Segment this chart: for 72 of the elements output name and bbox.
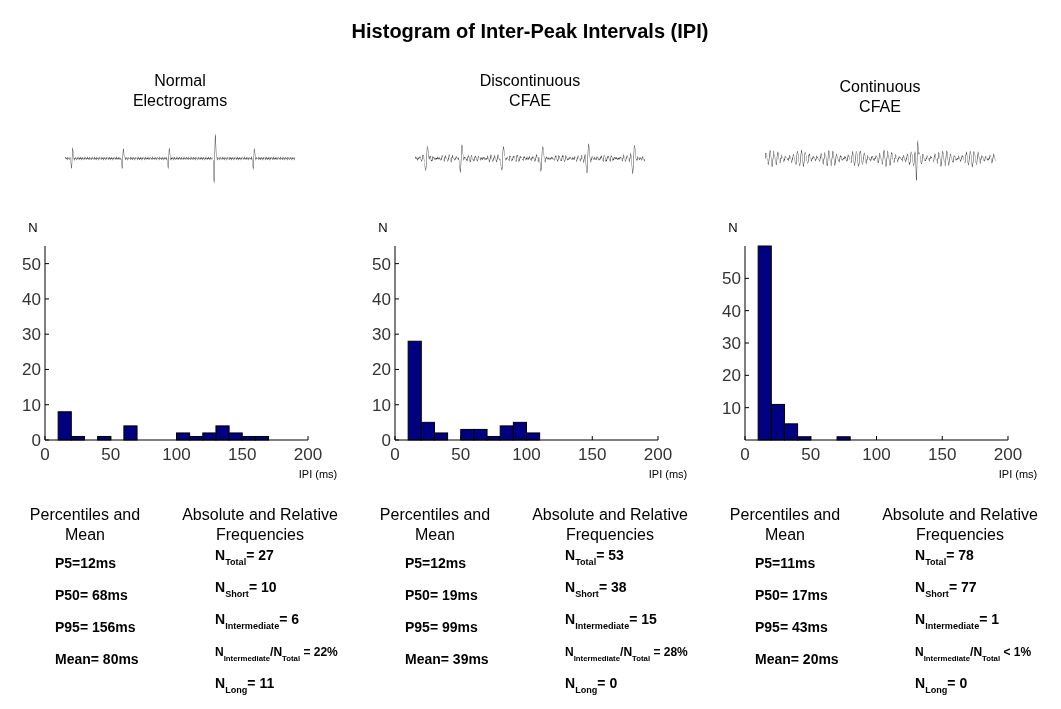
x-tick-label: 150 xyxy=(578,445,607,464)
text: Histogram of Inter-Peak Intervals (IPI) xyxy=(351,20,709,42)
x-tick-label: 50 xyxy=(801,445,821,464)
y-tick-label: 20 xyxy=(22,360,41,380)
x-tick-label: 200 xyxy=(643,445,673,464)
text: P95= 156ms xyxy=(55,619,136,635)
y-tick-label: 50 xyxy=(22,254,41,274)
text: N$_{Long}$= 11 xyxy=(215,675,275,695)
y-tick-label: 50 xyxy=(372,254,391,274)
x-tick-label: 100 xyxy=(862,445,891,464)
chart-title: Normal Electrograms xyxy=(132,72,228,109)
text: N$_{Intermediate}$/N$_{Total}$ = 28% xyxy=(565,645,689,663)
y-axis-title: N xyxy=(28,220,38,235)
text: N$_{Intermediate}$= 15 xyxy=(565,611,658,631)
text: Mean= 80ms xyxy=(55,651,139,667)
y-tick-label: 0 xyxy=(381,431,391,450)
x-axis-title: IPI (ms) xyxy=(998,468,1038,480)
text: N$_{Short}$= 38 xyxy=(565,579,627,599)
text: N$_{Intermediate}$/N$_{Total}$ = 22% xyxy=(215,645,339,663)
text: N$_{Short}$= 77 xyxy=(915,579,977,599)
x-tick-label: 200 xyxy=(993,445,1023,464)
text: P95= 43ms xyxy=(755,619,828,635)
text: P5=12ms xyxy=(55,555,117,571)
text: N$_{Intermediate}$= 6 xyxy=(215,611,300,631)
text: N$_{Long}$= 0 xyxy=(565,675,618,695)
x-tick-label: 100 xyxy=(512,445,541,464)
text: N$_{Total}$= 78 xyxy=(915,547,975,567)
y-tick-label: 20 xyxy=(722,366,741,386)
text: N$_{Total}$= 53 xyxy=(565,547,625,567)
text: Percentiles and Mean xyxy=(729,506,841,543)
text: N$_{Intermediate}$/N$_{Total}$ < 1% xyxy=(915,645,1032,663)
x-tick-label: 200 xyxy=(293,445,323,464)
text: N$_{Short}$= 10 xyxy=(215,579,277,599)
text: Absolute and Relative Frequencies xyxy=(182,506,338,543)
text: P5=12ms xyxy=(405,555,467,571)
chart-title: Discontinuous CFAE xyxy=(479,72,581,109)
x-tick-label: 150 xyxy=(928,445,957,464)
text: Absolute and Relative Frequencies xyxy=(882,506,1038,543)
y-tick-label: 10 xyxy=(372,395,391,415)
text: P5=11ms xyxy=(755,555,816,571)
x-axis-title: IPI (ms) xyxy=(298,468,338,480)
y-tick-label: 40 xyxy=(372,289,391,309)
text: P50= 19ms xyxy=(405,587,478,603)
text: Mean= 39ms xyxy=(405,651,489,667)
text: N$_{Intermediate}$= 1 xyxy=(915,611,1000,631)
x-tick-label: 100 xyxy=(162,445,191,464)
x-tick-label: 50 xyxy=(101,445,121,464)
chart-title: Continuous CFAE xyxy=(839,78,921,115)
x-axis-title: IPI (ms) xyxy=(648,468,688,480)
text: Percentiles and Mean xyxy=(379,506,491,543)
y-tick-label: 40 xyxy=(722,301,741,321)
text: N$_{Total}$= 27 xyxy=(215,547,275,567)
y-axis-title: N xyxy=(728,220,738,235)
text: Mean= 20ms xyxy=(755,651,839,667)
y-tick-label: 30 xyxy=(372,325,391,345)
text: P50= 17ms xyxy=(755,587,828,603)
text: N$_{Long}$= 0 xyxy=(915,675,968,695)
y-axis-title: N xyxy=(378,220,388,235)
text: P50= 68ms xyxy=(55,587,128,603)
y-tick-label: 10 xyxy=(22,395,41,415)
x-tick-label: 150 xyxy=(228,445,257,464)
text: Absolute and Relative Frequencies xyxy=(532,506,688,543)
y-tick-label: 30 xyxy=(722,334,741,353)
y-tick-label: 50 xyxy=(722,269,741,289)
text: Percentiles and Mean xyxy=(29,506,141,543)
y-tick-label: 20 xyxy=(372,360,391,380)
y-tick-label: 40 xyxy=(22,289,41,309)
text: P95= 99ms xyxy=(405,619,478,635)
y-tick-label: 30 xyxy=(22,325,41,345)
y-tick-label: 0 xyxy=(31,431,41,450)
y-tick-label: 10 xyxy=(722,398,741,418)
x-tick-label: 50 xyxy=(451,445,471,464)
